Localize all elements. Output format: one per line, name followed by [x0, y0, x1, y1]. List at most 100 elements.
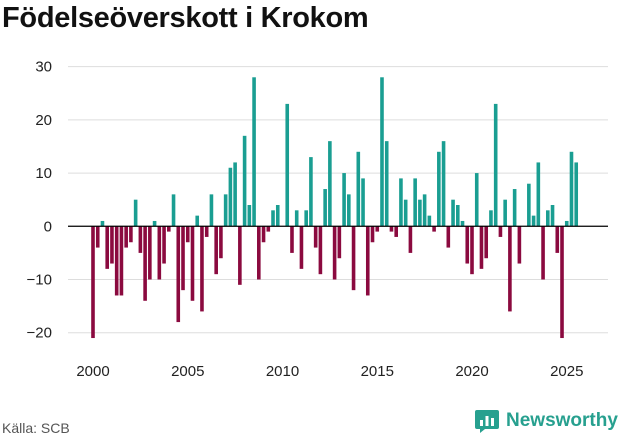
bar: [204, 226, 209, 237]
bar: [271, 210, 275, 227]
bar: [564, 220, 569, 227]
bar: [105, 226, 110, 269]
x-tick-label: 2005: [171, 363, 204, 380]
bar: [342, 173, 346, 227]
bar: [555, 226, 560, 253]
bar: [110, 226, 114, 264]
source-note: Källa: SCB: [2, 420, 70, 436]
bar: [527, 183, 531, 227]
bar: [351, 226, 356, 291]
brand-name: Newsworthy: [506, 410, 618, 431]
bar: [437, 151, 441, 227]
bar: [536, 162, 541, 227]
bar: [356, 151, 361, 227]
bar: [403, 199, 408, 227]
bar: [365, 226, 370, 296]
bar: [574, 162, 579, 227]
bar: [304, 210, 308, 227]
bar: [474, 173, 479, 227]
bar: [285, 103, 290, 227]
bar: [408, 226, 413, 253]
bar: [95, 226, 100, 248]
bar: [432, 226, 436, 232]
bar: [247, 205, 252, 227]
bar: [275, 205, 280, 227]
y-tick-label: 30: [35, 59, 52, 76]
x-tick-label: 2010: [266, 363, 299, 380]
bar: [157, 226, 162, 280]
bar: [384, 141, 389, 227]
y-tick-label: −10: [27, 272, 52, 289]
bar: [138, 226, 143, 253]
bar: [171, 194, 176, 227]
bar: [394, 226, 398, 237]
x-tick-label: 2000: [76, 363, 109, 380]
bar: [465, 226, 470, 264]
bar: [399, 178, 403, 227]
bar: [238, 226, 242, 285]
bar: [508, 226, 512, 312]
bar: [195, 215, 200, 227]
bar: [114, 226, 119, 296]
bar: [479, 226, 484, 269]
bar: [162, 226, 166, 264]
bar: [441, 141, 446, 227]
bar: [91, 226, 95, 339]
bar: [569, 151, 574, 227]
bar: [361, 178, 365, 227]
newsworthy-logo-icon: [475, 410, 499, 433]
bar: [309, 157, 313, 227]
bar: [512, 189, 517, 227]
bar: [143, 226, 147, 301]
bar: [261, 226, 266, 243]
bar: [546, 210, 550, 227]
bar: [517, 226, 522, 264]
bar: [119, 226, 124, 296]
bar: [451, 199, 455, 227]
bar: [133, 199, 138, 227]
bar: [129, 226, 133, 243]
gridlines: [68, 66, 608, 334]
bar: [375, 226, 380, 232]
bar: [290, 226, 294, 253]
bar: [446, 226, 451, 248]
bar: [266, 226, 271, 232]
bar: [413, 178, 417, 227]
y-tick-label: 20: [35, 112, 52, 129]
newsworthy-brand: Newsworthy: [474, 408, 618, 434]
bar: [489, 210, 493, 227]
bar: [498, 226, 503, 237]
chart-title: Födelseöverskott i Krokom: [2, 2, 369, 34]
bar: [328, 141, 332, 227]
bar: [209, 194, 214, 227]
bar: [422, 194, 427, 227]
x-axis-ticks: 2000 2005 2010 2015 2020 2025: [76, 363, 583, 380]
x-tick-label: 2015: [361, 363, 394, 380]
bar: [100, 220, 105, 227]
bar: [541, 226, 545, 280]
x-tick-label: 2025: [550, 363, 583, 380]
bar: [332, 226, 337, 280]
y-tick-label: 10: [35, 165, 52, 182]
y-tick-label: −20: [27, 325, 52, 342]
bar: [455, 205, 460, 227]
bar: [124, 226, 128, 248]
y-axis-ticks: −20 −10 0 10 20 30: [27, 59, 52, 342]
bar: [181, 226, 185, 291]
bar: [152, 220, 157, 227]
bar: [219, 226, 223, 259]
y-tick-label: 0: [44, 218, 52, 235]
bar: [418, 199, 422, 227]
bar: [470, 226, 474, 275]
bar: [167, 226, 171, 232]
bar: [550, 205, 555, 227]
bar: [252, 77, 256, 227]
bar: [427, 215, 432, 227]
bar: [503, 199, 507, 227]
bar: [323, 189, 327, 227]
bar: [299, 226, 304, 269]
bar: [190, 226, 195, 301]
bar: [233, 162, 237, 227]
bar: [257, 226, 261, 280]
